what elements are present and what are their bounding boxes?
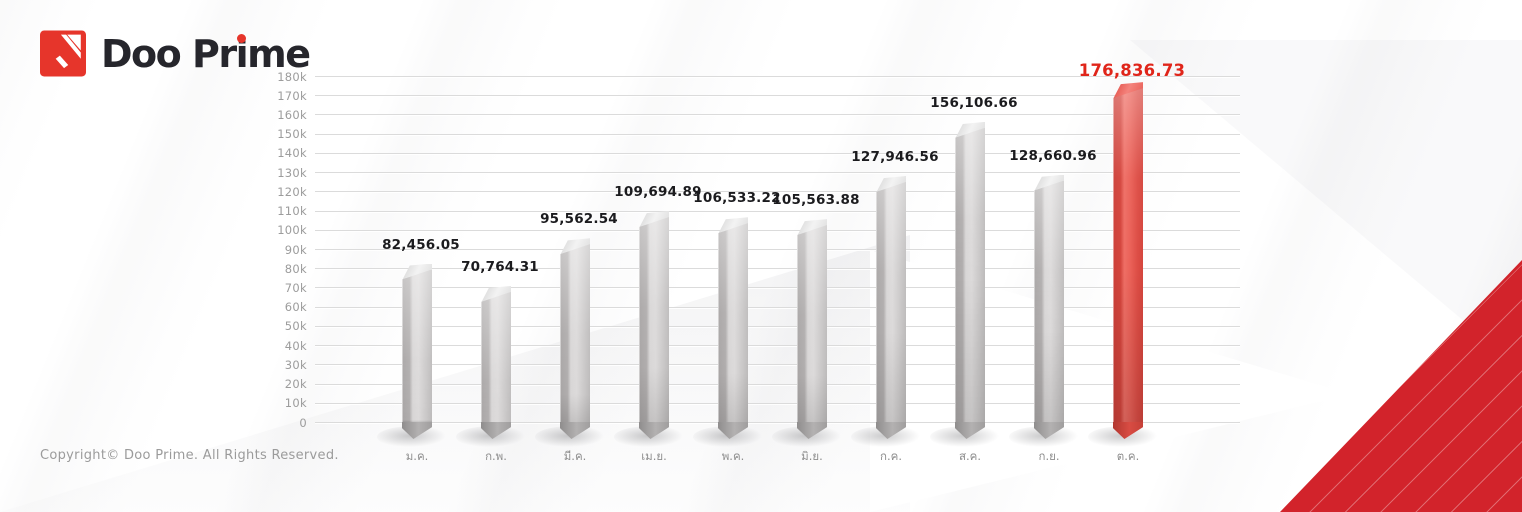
x-axis-label: ส.ค. <box>958 449 982 463</box>
y-axis-tick-label: 50k <box>284 319 307 334</box>
doo-prime-logo: Doo Prime <box>40 30 311 77</box>
bar <box>639 211 669 439</box>
grid-line <box>315 191 1240 193</box>
bar <box>955 121 985 439</box>
grid-line <box>315 422 1240 423</box>
y-axis-tick-label: 70k <box>284 280 307 295</box>
x-axis-label: พ.ค. <box>721 449 745 463</box>
y-axis-tick-label: 120k <box>277 184 307 199</box>
logo-wordmark: Doo Prime <box>101 31 311 77</box>
bar-front-face <box>955 127 985 422</box>
logo-text-i: i <box>235 31 249 76</box>
grid-line <box>315 249 1240 250</box>
grid-line <box>315 383 1240 385</box>
x-axis-label: มี.ค. <box>563 449 587 463</box>
bar <box>402 263 432 439</box>
bar-front-face <box>797 225 827 422</box>
bar-front-face <box>1113 88 1143 422</box>
grid-line <box>315 95 1240 97</box>
grid-line <box>315 229 1240 231</box>
bar-value-label: 127,946.56 <box>851 149 939 166</box>
bar-front-face <box>1034 180 1064 422</box>
grid-line <box>315 287 1240 289</box>
copyright-text: Copyright© Doo Prime. All Rights Reserve… <box>40 448 339 463</box>
bar-front-face <box>876 182 906 422</box>
grid-line <box>315 268 1240 270</box>
bar-front-face <box>560 244 590 422</box>
bar-front-face <box>639 217 669 422</box>
y-axis-tick-label: 90k <box>284 242 307 257</box>
bar <box>560 238 590 439</box>
y-axis-tick-label: 80k <box>284 261 307 276</box>
x-axis-label: ก.ค. <box>880 449 902 463</box>
y-axis-tick-label: 150k <box>277 127 307 142</box>
x-axis-label: ก.ย. <box>1038 449 1060 463</box>
y-axis-tick-label: 170k <box>277 88 307 103</box>
y-axis-tick-label: 160k <box>277 107 307 122</box>
grid-line <box>315 133 1240 135</box>
bar-value-label: 106,533.22 <box>693 190 781 207</box>
bar-value-label: 95,562.54 <box>540 211 618 228</box>
bar-value-label: 70,764.31 <box>461 258 539 275</box>
bar <box>718 217 748 439</box>
y-axis-tick-label: 100k <box>277 223 307 238</box>
bar-front-face <box>481 291 511 422</box>
logo-text-right: me <box>247 31 311 76</box>
y-axis-tick-label: 10k <box>284 396 307 411</box>
y-axis-tick-label: 0 <box>299 415 307 430</box>
bar <box>876 176 906 439</box>
grid-line <box>315 172 1240 174</box>
grid-line <box>315 210 1240 212</box>
grid-line <box>315 345 1240 347</box>
bar-highlighted <box>1113 82 1143 439</box>
y-axis-tick-label: 110k <box>277 204 307 219</box>
bar-value-label: 128,660.96 <box>1009 147 1097 164</box>
bar-value-label: 105,563.88 <box>772 192 860 209</box>
y-axis-tick-label: 40k <box>284 338 307 353</box>
x-axis-label: ม.ค. <box>405 449 429 463</box>
bar-front-face <box>402 269 432 422</box>
x-axis-label: ต.ค. <box>1116 449 1140 463</box>
x-axis-label: มิ.ย. <box>801 449 823 463</box>
y-axis-tick-label: 140k <box>277 146 307 161</box>
grid-line <box>315 114 1240 116</box>
grid-line <box>315 306 1240 308</box>
grid-line <box>315 364 1240 366</box>
doo-prime-logo-icon <box>40 30 86 77</box>
bar <box>1034 174 1064 439</box>
logo-text-left: Doo Pr <box>101 31 237 76</box>
x-axis-label: เม.ย. <box>641 449 667 463</box>
grid-line <box>315 76 1240 77</box>
y-axis-tick-label: 130k <box>277 165 307 180</box>
y-axis-tick-label: 20k <box>284 377 307 392</box>
grid-line <box>315 152 1240 154</box>
grid-line <box>315 402 1240 404</box>
bar-value-label: 82,456.05 <box>382 236 460 253</box>
y-axis-tick-label: 30k <box>284 357 307 372</box>
bar-value-label: 176,836.73 <box>1078 61 1186 81</box>
bar-value-label: 109,694.89 <box>614 184 702 201</box>
y-axis-tick-label: 60k <box>284 300 307 315</box>
bar <box>481 285 511 439</box>
y-axis-tick-label: 180k <box>277 69 307 84</box>
bar-front-face <box>718 223 748 422</box>
bar <box>797 219 827 439</box>
x-axis-label: ก.พ. <box>485 449 507 463</box>
grid-line <box>315 325 1240 327</box>
bar-value-label: 156,106.66 <box>930 94 1018 111</box>
